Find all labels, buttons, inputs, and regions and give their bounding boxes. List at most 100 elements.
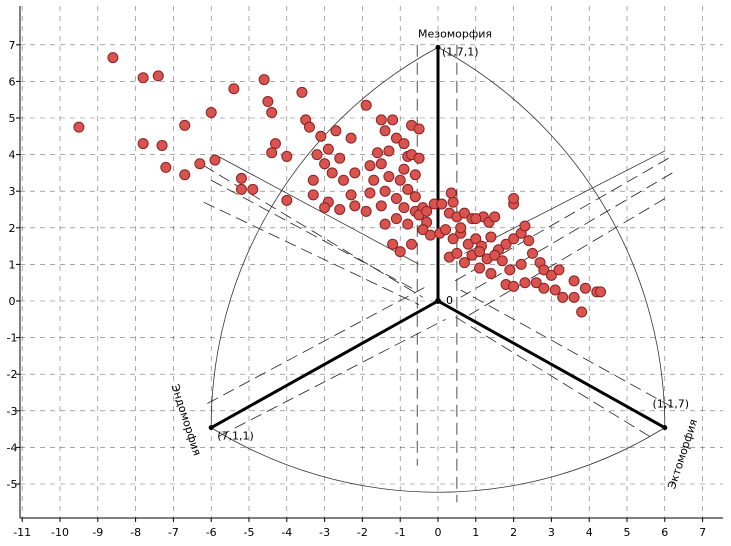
spoke-line	[437, 299, 666, 429]
data-point	[557, 291, 569, 303]
vertex-marker	[435, 44, 441, 50]
data-point	[73, 121, 85, 133]
data-point	[576, 306, 588, 318]
data-point	[303, 121, 315, 133]
data-point	[247, 183, 259, 195]
data-point	[390, 132, 402, 144]
data-point	[235, 172, 247, 184]
vertex-name-label: Мезоморфия	[418, 27, 492, 40]
data-point	[137, 138, 149, 150]
y-tick-label: 3	[9, 185, 16, 198]
data-point	[398, 138, 410, 150]
data-point	[296, 86, 308, 98]
data-point	[508, 193, 520, 205]
data-point	[409, 191, 421, 203]
x-tick-label: 1	[472, 526, 479, 539]
data-point	[413, 152, 425, 164]
data-point	[360, 99, 372, 111]
y-tick-label: 0	[9, 295, 16, 308]
x-tick-label: -11	[13, 526, 31, 539]
data-point	[394, 174, 406, 186]
x-tick-label: 2	[510, 526, 517, 539]
y-tick-label: -4	[7, 441, 18, 454]
data-point	[402, 183, 414, 195]
guide-line	[218, 318, 446, 437]
data-point	[523, 235, 535, 247]
data-point	[458, 207, 470, 219]
x-tick-label: -10	[51, 526, 69, 539]
spoke-line	[210, 299, 439, 429]
x-tick-labels: -11 -10 -9 -8 -7 -6 -5 -4 -3 -2 -1 0 1 2 3 4 5 6 7	[13, 526, 706, 539]
origin-marker	[435, 298, 441, 304]
data-point	[451, 247, 463, 259]
data-point	[387, 238, 399, 250]
data-point	[364, 187, 376, 199]
grid-lines	[20, 6, 723, 518]
y-tick-label: -1	[7, 332, 18, 345]
data-point	[504, 264, 516, 276]
y-tick-label: 7	[9, 39, 16, 52]
data-point	[375, 158, 387, 170]
vertex-marker	[662, 425, 668, 431]
data-point	[387, 114, 399, 126]
data-point	[379, 218, 391, 230]
data-point	[379, 125, 391, 137]
data-point	[235, 183, 247, 195]
x-tick-label: -8	[130, 526, 141, 539]
data-point	[417, 224, 429, 236]
y-tick-label: 2	[9, 222, 16, 235]
data-point	[338, 174, 349, 186]
data-point	[375, 200, 387, 212]
data-point	[470, 213, 482, 225]
guide-line	[203, 201, 420, 306]
x-tick-label: -6	[206, 526, 217, 539]
data-point	[398, 163, 410, 175]
data-point	[364, 160, 376, 172]
data-point	[496, 255, 508, 267]
data-point	[334, 204, 346, 215]
data-point	[440, 224, 452, 236]
data-point	[349, 167, 361, 179]
data-point	[209, 154, 221, 166]
data-point	[474, 262, 486, 274]
data-point	[319, 158, 331, 170]
data-point	[398, 202, 410, 214]
data-point	[160, 161, 172, 173]
y-tick-label: -5	[7, 478, 18, 491]
y-tick-label: -3	[7, 405, 18, 418]
data-point	[228, 83, 240, 95]
data-point	[455, 222, 467, 234]
x-tick-label: -2	[357, 526, 368, 539]
data-point	[519, 277, 531, 289]
data-point	[345, 189, 357, 201]
x-tick-label: 6	[661, 526, 668, 539]
data-point	[315, 130, 327, 142]
outline-arc	[210, 47, 439, 428]
data-point	[413, 123, 425, 135]
data-point	[258, 74, 270, 86]
data-point	[424, 229, 436, 241]
data-point	[489, 249, 501, 261]
guide-line	[460, 289, 673, 408]
data-point	[474, 246, 486, 258]
data-point	[379, 185, 391, 197]
data-point	[266, 147, 278, 159]
x-tick-label: -4	[281, 526, 292, 539]
data-point	[500, 238, 512, 250]
data-point	[330, 125, 342, 137]
data-point	[545, 269, 557, 281]
data-point	[470, 233, 482, 245]
data-point	[360, 205, 372, 217]
data-point	[530, 277, 542, 289]
data-point	[538, 282, 550, 294]
y-tick-labels: -5 -4 -3 -2 -1 0 1 2 3 4 5 6 7	[7, 39, 18, 491]
data-point	[390, 213, 402, 225]
data-point	[485, 231, 497, 243]
data-point	[549, 284, 561, 296]
data-point	[538, 264, 550, 276]
x-tick-label: 0	[435, 526, 442, 539]
data-point	[489, 211, 501, 223]
data-point	[307, 174, 319, 186]
data-point	[152, 70, 164, 82]
